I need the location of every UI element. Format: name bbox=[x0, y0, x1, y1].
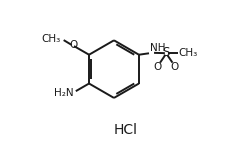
Text: CH₃: CH₃ bbox=[178, 48, 197, 58]
Text: O: O bbox=[153, 62, 161, 72]
Text: S: S bbox=[162, 46, 169, 59]
Text: O: O bbox=[69, 40, 77, 50]
Text: H₂N: H₂N bbox=[54, 88, 73, 98]
Text: HCl: HCl bbox=[113, 123, 137, 137]
Text: O: O bbox=[170, 62, 178, 72]
Text: NH: NH bbox=[149, 43, 164, 53]
Text: CH₃: CH₃ bbox=[41, 34, 60, 43]
